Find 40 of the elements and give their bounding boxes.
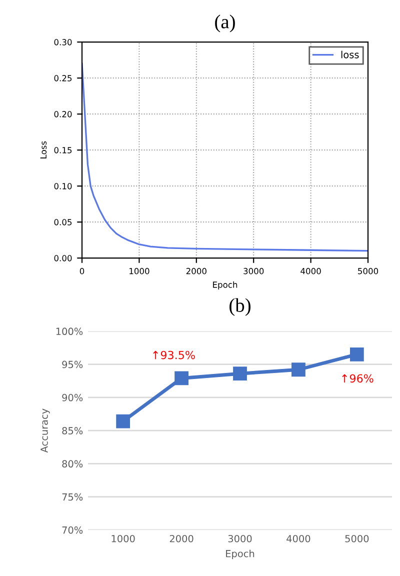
y-tick-label: 70% (62, 526, 83, 534)
annotation: ↑93.5% (153, 350, 195, 360)
y-tick-label: 100% (56, 328, 83, 336)
x-tick-label: 1000 (130, 268, 150, 274)
x-tick-label: 1000 (112, 534, 135, 542)
y-tick-label: 95% (62, 360, 83, 368)
x-tick-label: 3000 (244, 268, 264, 274)
y-tick-label: 0.25 (54, 75, 72, 82)
annotation: ↑96% (342, 374, 374, 383)
x-tick-label: 2000 (186, 268, 206, 274)
x-tick-label: 0 (80, 268, 84, 274)
y-tick-label: 75% (62, 493, 83, 501)
y-tick-label: 0.30 (54, 39, 72, 46)
x-tick-label: 5000 (345, 534, 369, 542)
x-tick-label: 3000 (228, 534, 252, 542)
x-tick-label: 5000 (358, 268, 378, 274)
y-tick-label: 0.00 (54, 255, 72, 262)
x-axis-title: Epoch (213, 281, 238, 290)
point (116, 414, 130, 428)
y-axis-title: Accuracy (40, 408, 50, 453)
y-axis-title: Loss (40, 141, 47, 158)
point (174, 371, 188, 386)
legend-label: loss (341, 50, 359, 58)
x-tick-label: 2000 (170, 534, 194, 542)
point (233, 366, 247, 381)
x-tick-label: 4000 (286, 534, 310, 542)
y-tick-label: 90% (62, 394, 83, 402)
y-tick-label: 0.20 (54, 111, 72, 118)
x-tick-label: 4000 (300, 268, 321, 274)
y-tick-label: 85% (62, 427, 83, 434)
y-tick-label: 0.05 (54, 219, 72, 226)
x-axis-title: Epoch (226, 550, 254, 560)
y-tick-label: 0.15 (54, 147, 72, 154)
y-tick-label: 80% (62, 460, 83, 468)
chart-title: (b) (230, 298, 250, 316)
point (292, 362, 306, 377)
point (350, 347, 364, 362)
y-tick-label: 0.10 (54, 183, 72, 190)
line-series (82, 62, 368, 252)
chart-title: (a) (215, 14, 235, 32)
